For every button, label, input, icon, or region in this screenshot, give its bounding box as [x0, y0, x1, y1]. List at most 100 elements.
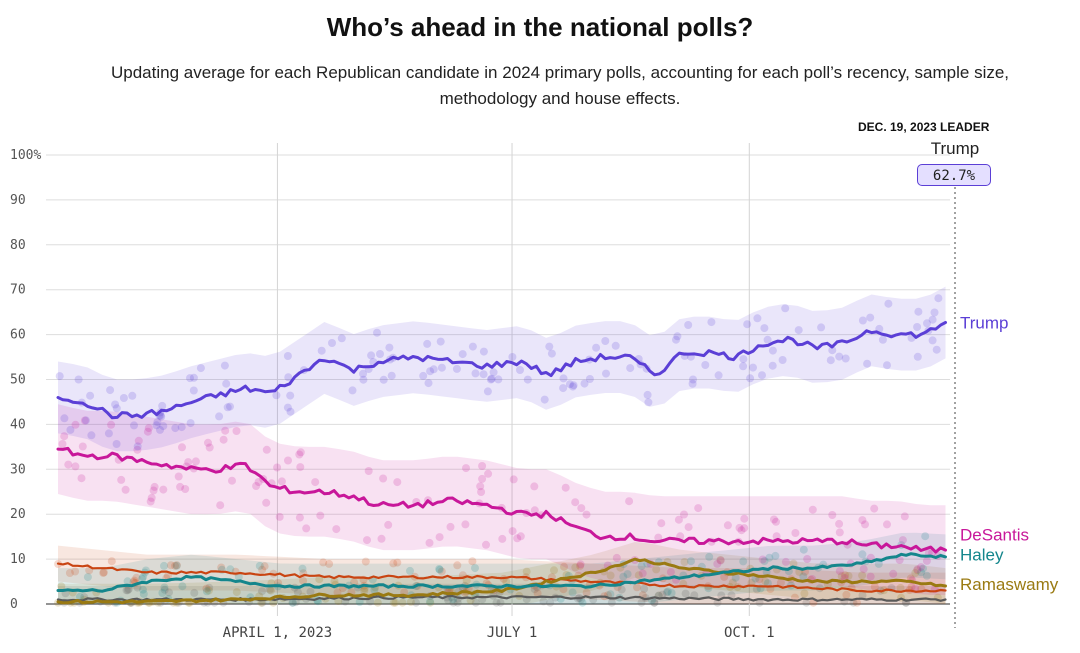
- poll-dot-desantis: [219, 435, 228, 444]
- y-tick-label: 0: [10, 597, 18, 612]
- poll-dot-desantis: [898, 536, 907, 545]
- poll-dot-haley: [663, 587, 672, 596]
- poll-dot-pence: [533, 589, 542, 598]
- poll-dot-trump: [858, 316, 867, 325]
- poll-dot-haley: [739, 557, 748, 566]
- y-tick-label: 100%: [10, 148, 41, 163]
- poll-dot-trump: [739, 362, 748, 371]
- poll-dot-others: [449, 598, 458, 607]
- poll-dot-trump: [337, 334, 346, 343]
- poll-dot-trump: [387, 371, 396, 380]
- poll-dot-ramaswamy: [398, 598, 407, 607]
- poll-dot-desantis: [484, 469, 493, 478]
- poll-dot-trump: [644, 398, 653, 407]
- poll-dot-pence: [633, 583, 641, 592]
- poll-dot-pence: [217, 563, 226, 572]
- poll-dot-desantis: [121, 485, 130, 494]
- line-trump: [56, 321, 947, 420]
- poll-dot-pence: [389, 559, 398, 568]
- poll-dot-desantis: [498, 534, 507, 543]
- poll-dot-desantis: [758, 555, 767, 564]
- poll-dot-trump: [672, 335, 680, 344]
- poll-dot-trump: [934, 294, 943, 303]
- poll-dot-trump: [781, 304, 790, 313]
- poll-dot-trump: [817, 323, 826, 332]
- poll-dot-pence: [453, 561, 462, 570]
- poll-dot-desantis: [808, 505, 817, 514]
- poll-dot-desantis: [71, 462, 80, 471]
- poll-dot-others: [288, 598, 297, 607]
- poll-dot-desantis: [478, 474, 487, 483]
- poll-dot-pence: [350, 578, 359, 587]
- poll-dot-desantis: [435, 533, 444, 542]
- poll-dot-trump: [626, 364, 635, 373]
- poll-dot-desantis: [393, 478, 402, 487]
- poll-dot-haley: [799, 572, 808, 581]
- poll-dot-ramaswamy: [761, 577, 770, 586]
- poll-dot-pence: [853, 598, 861, 607]
- poll-dot-desantis: [446, 522, 455, 531]
- poll-dot-trump: [878, 335, 887, 344]
- poll-dot-desantis: [638, 569, 647, 578]
- poll-dot-trump: [928, 315, 937, 324]
- poll-dot-others: [293, 588, 302, 597]
- poll-dot-desantis: [377, 534, 386, 543]
- poll-dot-ramaswamy: [462, 576, 471, 585]
- poll-dot-desantis: [275, 512, 284, 521]
- poll-dot-haley: [874, 559, 883, 568]
- poll-dot-pence: [720, 572, 729, 581]
- poll-dot-trump: [826, 356, 835, 365]
- poll-dot-desantis: [133, 445, 142, 454]
- poll-dot-desantis: [316, 511, 325, 520]
- poll-dot-others: [530, 585, 539, 594]
- poll-dot-desantis: [612, 553, 621, 562]
- poll-dot-desantis: [228, 476, 236, 485]
- poll-dot-desantis: [273, 463, 282, 472]
- poll-dot-desantis: [184, 458, 193, 467]
- poll-dot-others: [681, 589, 690, 598]
- poll-dot-trump: [186, 419, 195, 428]
- poll-dot-desantis: [680, 510, 688, 519]
- poll-dot-trump: [930, 308, 939, 317]
- poll-dot-trump: [928, 336, 937, 345]
- poll-dot-others: [858, 591, 867, 600]
- poll-dot-trump: [104, 429, 113, 438]
- poll-dot-haley: [298, 564, 307, 573]
- poll-dot-desantis: [80, 416, 89, 425]
- poll-dot-ramaswamy: [391, 598, 400, 607]
- poll-dot-haley: [771, 551, 780, 560]
- line-pence: [56, 562, 947, 593]
- poll-dot-haley: [763, 579, 772, 588]
- poll-dot-trump: [545, 342, 554, 351]
- poll-dot-trump: [601, 337, 610, 345]
- poll-dot-desantis: [302, 524, 311, 533]
- x-tick-label: JULY 1: [487, 625, 538, 641]
- poll-dot-others: [165, 588, 173, 597]
- band-desantis: [58, 404, 946, 595]
- poll-dot-others: [755, 598, 764, 607]
- poll-dot-haley: [426, 597, 434, 606]
- y-tick-label: 50: [10, 373, 26, 388]
- poll-dot-desantis: [922, 556, 931, 565]
- poll-dot-ramaswamy: [426, 598, 435, 607]
- poll-dot-others: [662, 588, 671, 597]
- poll-dot-pence: [172, 561, 181, 570]
- line-ramaswamy: [56, 557, 947, 605]
- poll-dot-ramaswamy: [502, 577, 511, 586]
- poll-dot-trump: [429, 365, 438, 374]
- poll-dot-desantis: [858, 516, 867, 525]
- poll-dot-trump: [768, 361, 777, 370]
- poll-dot-pence: [202, 584, 211, 593]
- poll-dot-trump: [55, 372, 64, 381]
- poll-dot-desantis: [150, 482, 159, 491]
- leader-heading: DEC. 19, 2023 LEADER: [858, 120, 990, 134]
- poll-dot-others: [650, 598, 659, 607]
- poll-dot-ramaswamy: [800, 589, 809, 598]
- poll-dot-trump: [186, 374, 194, 383]
- poll-dot-ramaswamy: [330, 577, 339, 586]
- chart-axes: 100% 90 80 70 60 50 40 30 20 10 0 APRIL 1, 2023 JULY…: [10, 148, 956, 641]
- poll-dot-desantis: [482, 540, 490, 549]
- poll-dot-desantis: [147, 493, 156, 502]
- poll-dot-trump: [226, 402, 234, 411]
- poll-dot-trump: [701, 361, 710, 369]
